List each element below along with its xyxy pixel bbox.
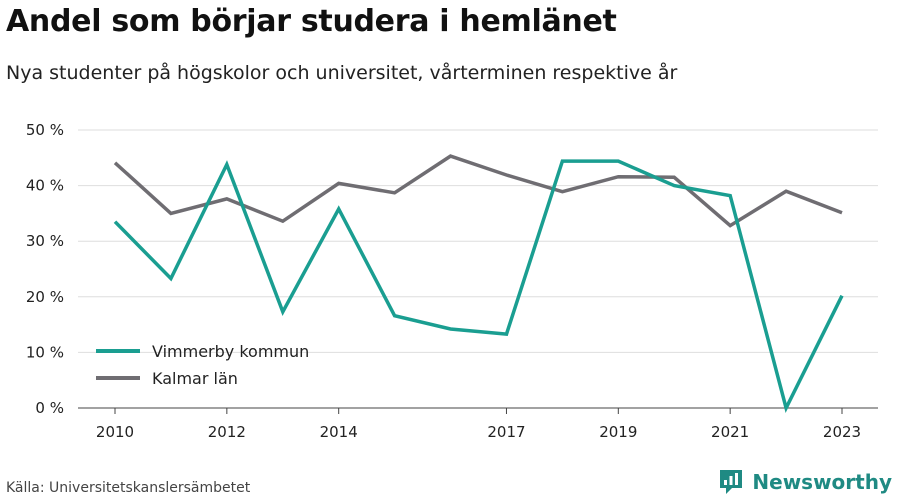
y-tick-label: 0 %: [35, 399, 64, 417]
y-tick-label: 10 %: [26, 343, 64, 361]
series-line-vimmerby-kommun: [113, 159, 844, 413]
x-tick-label: 2017: [487, 423, 525, 441]
legend-label: Vimmerby kommun: [152, 342, 309, 361]
brand-logo[interactable]: Newsworthy: [718, 468, 892, 496]
x-tick-label: 2014: [320, 423, 358, 441]
y-tick-label: 30 %: [26, 232, 64, 250]
chart-title: Andel som börjar studera i hemlänet: [6, 4, 617, 39]
x-tick-label: 2023: [823, 423, 861, 441]
x-tick-label: 2012: [208, 423, 246, 441]
x-tick-label: 2019: [599, 423, 637, 441]
legend-label: Kalmar län: [152, 369, 238, 388]
newsworthy-logo-icon: [720, 470, 743, 494]
y-tick-label: 20 %: [26, 288, 64, 306]
y-tick-label: 40 %: [26, 177, 64, 195]
series-line-kalmar-län: [113, 154, 843, 228]
brand-name: Newsworthy: [752, 470, 892, 494]
source-note: Källa: Universitetskanslersämbetet: [6, 480, 251, 496]
y-tick-label: 50 %: [26, 121, 64, 139]
x-tick-label: 2010: [96, 423, 134, 441]
x-tick-label: 2021: [711, 423, 749, 441]
chart-subtitle: Nya studenter på högskolor och universit…: [6, 62, 678, 84]
